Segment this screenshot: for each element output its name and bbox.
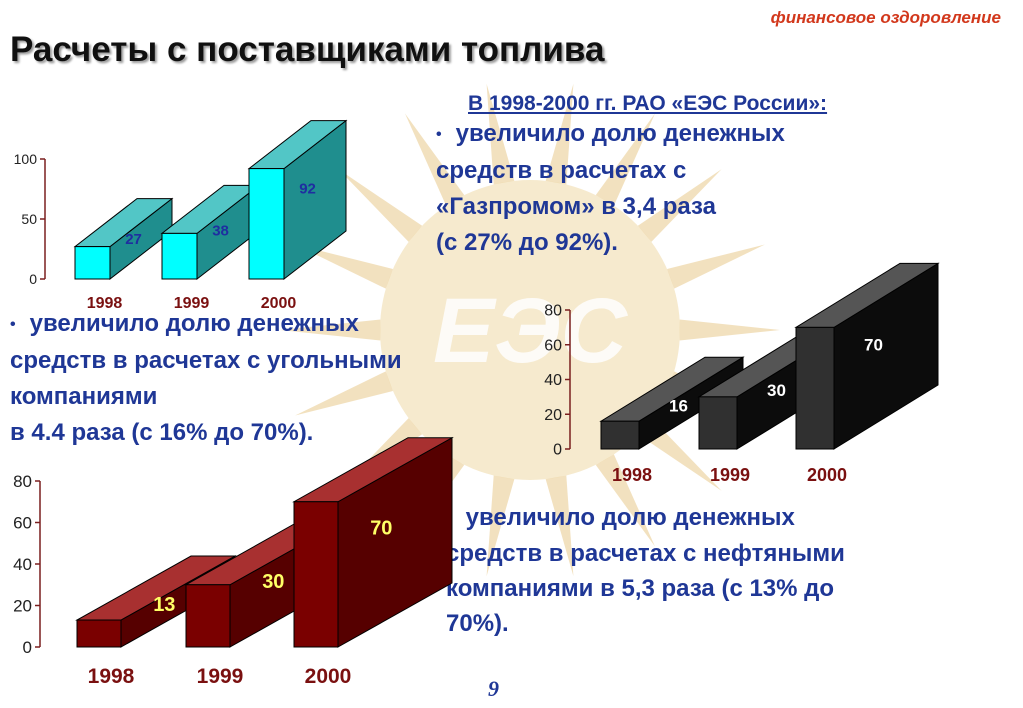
sun-ray: [545, 475, 574, 577]
sun-ray: [280, 319, 381, 341]
x-category-label: 1998: [88, 665, 135, 688]
sun-ray: [595, 454, 655, 547]
x-category-label: 1998: [87, 295, 123, 312]
bullet-text: увеличило долю денежных: [455, 120, 785, 147]
x-category-label: 2000: [807, 465, 847, 485]
emblem-lettering: ЕЭС: [433, 280, 628, 382]
bullet-gas: • увеличило долю денежных средств в расче…: [436, 116, 785, 261]
bullet-coal-line-3: компаниями: [10, 382, 158, 410]
bullet-text: увеличило долю денежных: [29, 310, 359, 337]
bullet-oil-line-4: 70%).: [446, 610, 509, 638]
bar-front-face: [74, 246, 111, 280]
y-tick-label: 0: [29, 271, 37, 287]
y-tick-label: 100: [14, 151, 38, 167]
sun-rays-decoration: [280, 83, 780, 577]
bullet-coal: • увеличило долю денежных средств в расче…: [10, 306, 402, 451]
y-tick-label: 20: [544, 407, 562, 424]
category-tag: финансовое оздоровление: [770, 8, 1001, 27]
y-tick-label: 0: [23, 638, 32, 657]
x-category-label: 1998: [612, 465, 652, 485]
sun-ray: [595, 113, 655, 206]
bullet-oil-line-1: •увеличило долю денежных: [446, 500, 845, 536]
sun-ray: [338, 169, 423, 242]
y-tick-label: 40: [13, 555, 32, 574]
bar-value-label: 16: [669, 397, 688, 416]
bullet-gas-line-3: «Газпромом» в 3,4 раза: [436, 192, 716, 220]
bar-front-face: [76, 619, 122, 648]
sun-ray: [545, 83, 574, 185]
y-tick-label: 60: [544, 337, 562, 354]
bullet-gas-line-4: (с 27% до 92%).: [436, 228, 618, 256]
sun-ray: [679, 319, 780, 341]
bar-value-label: 70: [370, 517, 392, 539]
y-tick-label: 50: [21, 211, 37, 227]
bullet-text: увеличило долю денежных: [465, 504, 795, 531]
bullet-coal-line-2: средств в расчетах с угольными: [10, 346, 402, 374]
page-title: Расчеты с поставщиками топлива: [10, 30, 605, 69]
sun-ray: [295, 371, 393, 416]
bar-front-face: [600, 420, 640, 450]
y-tick-label: 60: [13, 513, 32, 532]
sun-ray: [295, 244, 393, 289]
bar-value-label: 92: [299, 181, 316, 198]
bar-front-face: [248, 168, 285, 280]
bar-value-label: 13: [153, 594, 175, 616]
bullet-gas-line-2: средств в расчетах с: [436, 156, 687, 184]
y-tick-label: 20: [13, 596, 32, 615]
bar-front-face: [698, 396, 738, 450]
y-tick-label: 0: [553, 442, 562, 459]
bullet-marker: •: [436, 125, 442, 143]
x-category-label: 1999: [197, 665, 244, 688]
sun-ray: [667, 244, 765, 289]
bar-front-face: [795, 326, 835, 450]
page-number: 9: [488, 676, 499, 701]
bar-value-label: 30: [767, 381, 786, 400]
y-tick-label: 40: [544, 372, 562, 389]
sun-ray: [637, 169, 722, 242]
x-category-label: 2000: [305, 665, 352, 688]
y-tick-label: 80: [13, 472, 32, 491]
sun-ray: [486, 83, 515, 185]
intro-heading: В 1998-2000 гг. РАО «ЕЭС России»:: [468, 92, 828, 115]
x-category-label: 1999: [710, 465, 750, 485]
bar-value-label: 27: [125, 231, 142, 248]
bar-value-label: 30: [262, 571, 284, 593]
bar-front-face: [185, 584, 231, 648]
bullet-coal-line-4: в 4.4 раза (с 16% до 70%).: [10, 418, 314, 446]
x-category-label: 1999: [174, 295, 210, 312]
bullet-marker: •: [10, 315, 16, 333]
bullet-gas-line-1: • увеличило долю денежных: [436, 116, 785, 153]
y-tick-label: 80: [544, 303, 562, 320]
bullet-oil-line-2: средств в расчетах с нефтяными: [446, 540, 845, 568]
bullet-oil-line-3: компаниями в 5,3 раза (с 13% до: [446, 575, 835, 603]
bullet-oil: •увеличило долю денежных средств в расче…: [446, 500, 845, 641]
bar-front-face: [161, 232, 198, 280]
emblem-globe: [380, 180, 680, 480]
bar-value-label: 70: [864, 336, 883, 355]
sun-ray: [405, 113, 465, 206]
sun-ray: [486, 475, 515, 577]
bar-value-label: 38: [212, 223, 229, 240]
bullet-coal-line-1: • увеличило долю денежных: [10, 306, 402, 343]
bar-front-face: [293, 501, 339, 648]
x-category-label: 2000: [261, 295, 297, 312]
